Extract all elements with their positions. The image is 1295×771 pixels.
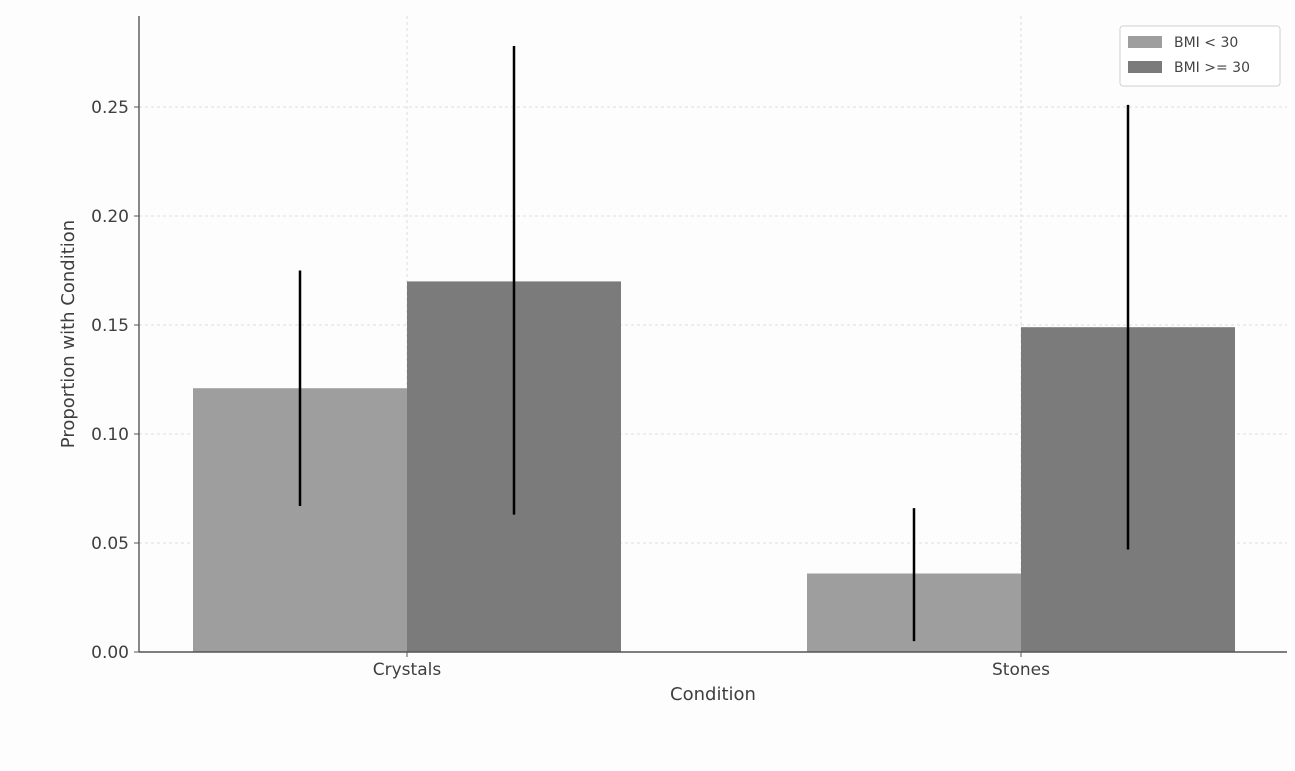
axes	[138, 16, 1287, 653]
y-tick-label: 0.25	[91, 98, 129, 118]
y-tick-label: 0.20	[91, 207, 129, 227]
legend-label-bmi-under-30: BMI < 30	[1174, 35, 1238, 51]
y-tick-label: 0.00	[91, 643, 129, 663]
y-ticks: 0.00 0.05 0.10 0.15 0.20 0.25	[91, 98, 139, 663]
legend-swatch-bmi-30-plus	[1128, 61, 1162, 73]
x-ticks: Crystals Stones	[373, 652, 1050, 680]
legend: BMI < 30 BMI >= 30	[1119, 25, 1281, 87]
y-tick-label: 0.15	[91, 316, 129, 336]
x-axis-title: Condition	[670, 684, 756, 705]
y-tick-label: 0.10	[91, 425, 129, 445]
x-tick-label: Crystals	[373, 660, 442, 680]
y-tick-label: 0.05	[91, 534, 129, 554]
error-bars	[298, 45, 1130, 642]
legend-label-bmi-30-plus: BMI >= 30	[1174, 60, 1250, 76]
legend-swatch-bmi-under-30	[1128, 36, 1162, 48]
x-tick-label: Stones	[992, 660, 1050, 680]
y-axis-title: Proportion with Condition	[58, 220, 79, 448]
